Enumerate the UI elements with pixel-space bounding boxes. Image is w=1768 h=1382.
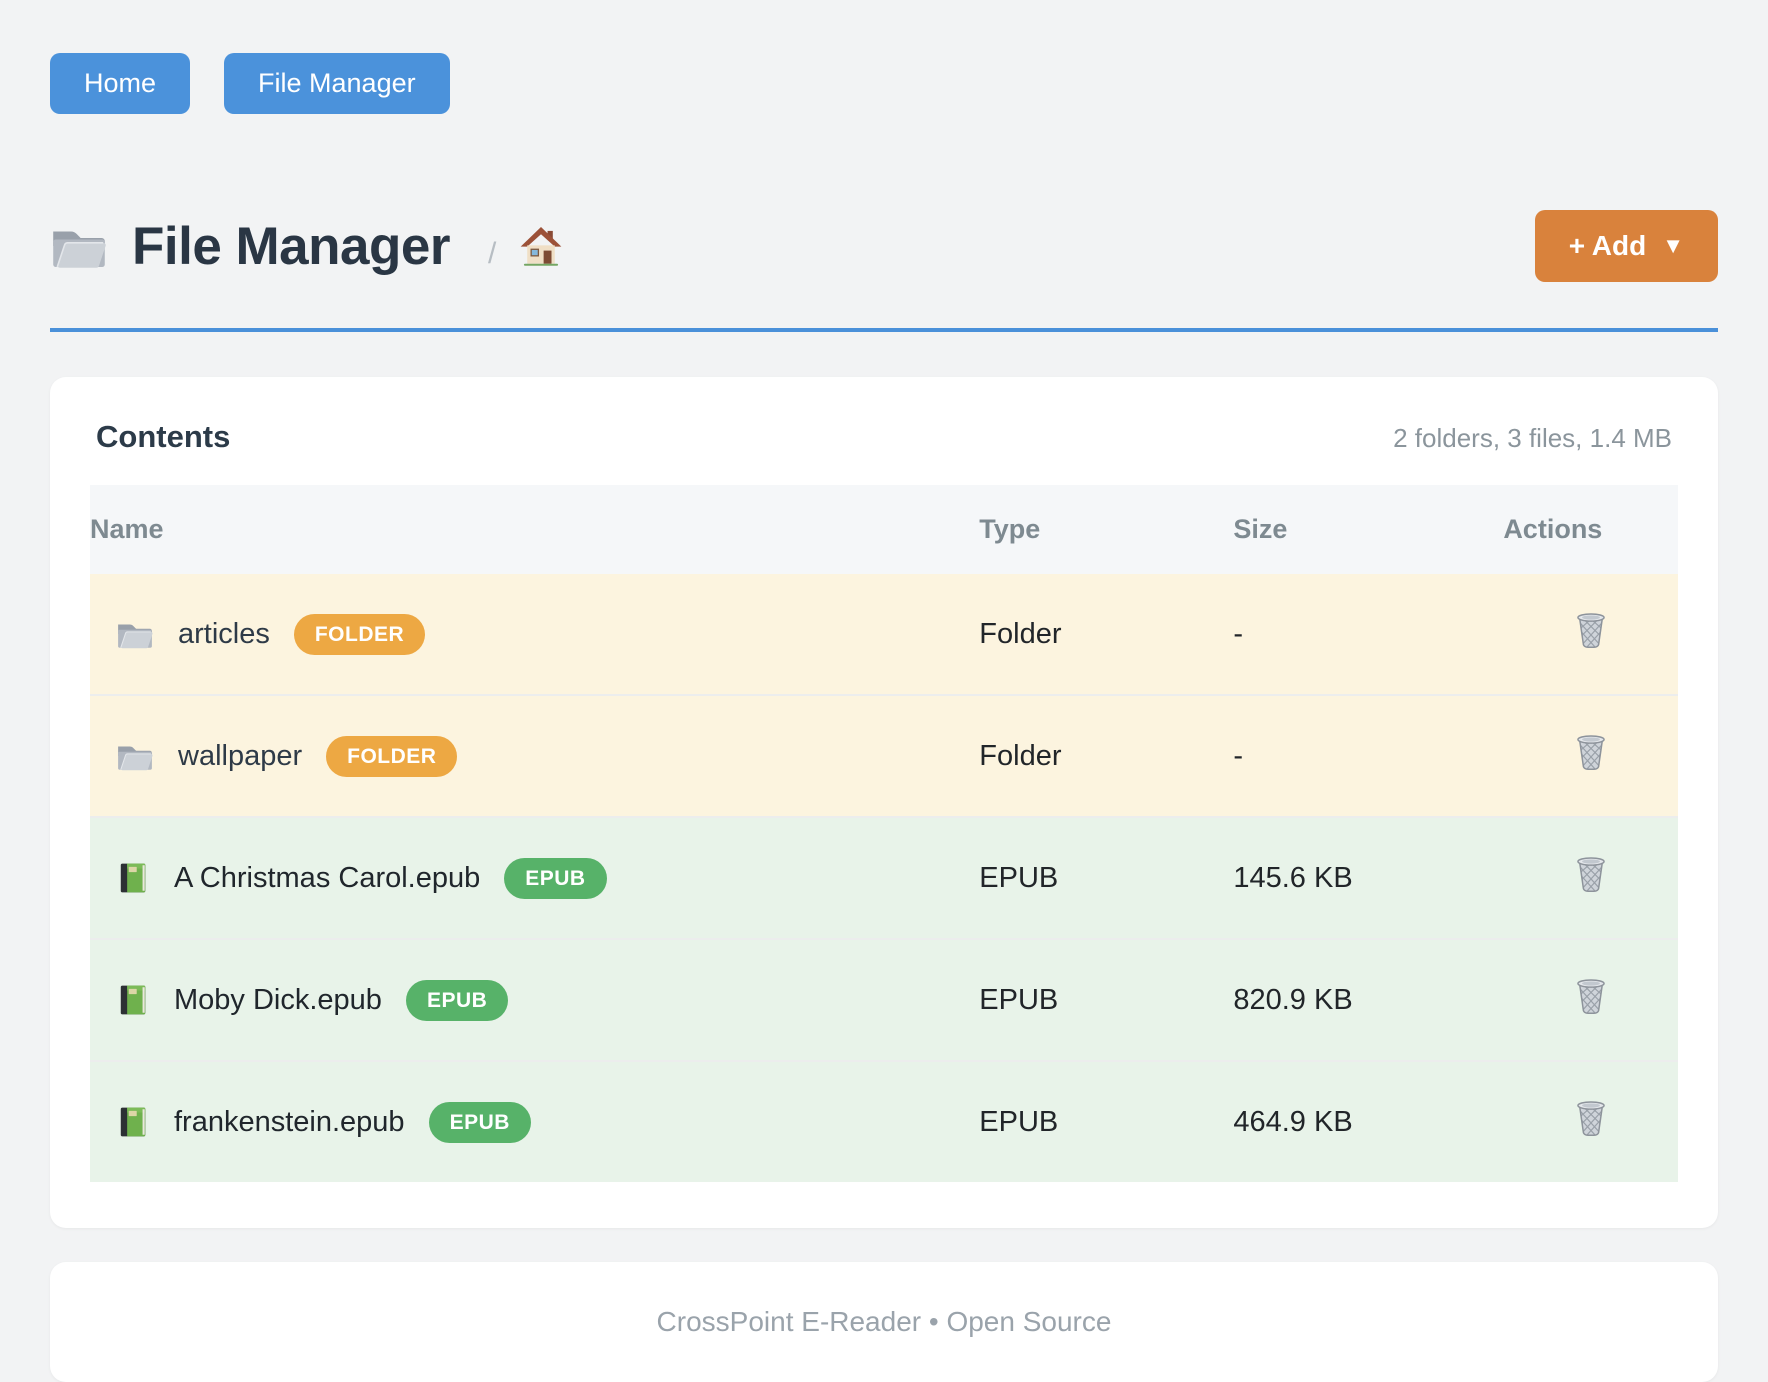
file-table: Name Type Size Actions articles FOLDER F… [90,485,1678,1182]
chevron-down-icon: ▼ [1662,233,1684,258]
delete-button[interactable] [1572,733,1610,771]
wastebasket-icon [1572,759,1610,774]
page-header: File Manager / + Add ▼ [50,210,1718,282]
home-nav-button[interactable]: Home [50,53,191,114]
green-book-icon [116,860,150,896]
folder-badge: FOLDER [326,735,458,777]
column-header-name: Name [90,485,980,574]
contents-title: Contents [96,419,231,454]
table-row-articles[interactable]: articles FOLDER Folder - [90,574,1678,695]
item-type: EPUB [979,816,1234,939]
page-title: File Manager [132,216,450,276]
table-row-frankenstein[interactable]: frankenstein.epub EPUB EPUB 464.9 KB [90,1060,1678,1182]
page-title-group: File Manager / [50,216,563,277]
delete-button[interactable] [1572,611,1610,649]
item-name[interactable]: frankenstein.epub [174,1105,405,1138]
green-book-icon [116,982,150,1018]
item-type: EPUB [979,938,1234,1061]
breadcrumb-separator: / [487,236,497,270]
wastebasket-icon [1572,1003,1610,1018]
item-name[interactable]: Moby Dick.epub [174,983,382,1016]
table-row-wallpaper[interactable]: wallpaper FOLDER Folder - [90,694,1678,817]
delete-button[interactable] [1572,977,1610,1015]
column-header-size: Size [1233,485,1504,574]
folder-badge: FOLDER [293,613,426,655]
contents-summary: 2 folders, 3 files, 1.4 MB [1393,423,1672,453]
item-size: - [1233,694,1504,817]
add-button[interactable]: + Add ▼ [1534,210,1718,282]
folder-icon [116,617,154,651]
item-size: 464.9 KB [1233,1060,1504,1182]
table-header-row: Name Type Size Actions [90,485,1678,574]
green-book-icon [116,1104,150,1140]
add-button-label: + Add [1568,230,1647,261]
footer-text: CrossPoint E-Reader • Open Source [656,1306,1112,1337]
item-type: EPUB [979,1060,1234,1182]
file-manager-nav-button[interactable]: File Manager [224,53,450,114]
footer: CrossPoint E-Reader • Open Source [50,1262,1718,1382]
column-header-type: Type [979,485,1234,574]
home-breadcrumb-icon[interactable] [520,225,563,267]
item-name[interactable]: wallpaper [178,739,303,772]
folder-icon [116,739,154,773]
column-header-actions: Actions [1503,485,1678,574]
item-name[interactable]: A Christmas Carol.epub [174,861,481,894]
delete-button[interactable] [1572,855,1610,893]
wastebasket-icon [1572,881,1610,896]
wastebasket-icon [1572,1125,1610,1140]
open-folder-icon [50,220,108,272]
item-type: Folder [979,574,1234,695]
header-divider [50,328,1718,332]
table-row-moby-dick[interactable]: Moby Dick.epub EPUB EPUB 820.9 KB [90,938,1678,1061]
top-nav: Home File Manager [50,53,1718,114]
epub-badge: EPUB [428,1101,531,1143]
contents-card: Contents 2 folders, 3 files, 1.4 MB Name… [50,377,1718,1228]
delete-button[interactable] [1572,1099,1610,1137]
epub-badge: EPUB [504,857,607,899]
wastebasket-icon [1572,637,1610,652]
item-name[interactable]: articles [178,617,270,650]
item-size: - [1233,574,1504,695]
epub-badge: EPUB [405,979,509,1021]
item-size: 145.6 KB [1233,816,1504,939]
item-type: Folder [979,694,1234,817]
item-size: 820.9 KB [1233,938,1504,1061]
table-row-christmas-carol[interactable]: A Christmas Carol.epub EPUB EPUB 145.6 K… [90,816,1678,939]
contents-card-header: Contents 2 folders, 3 files, 1.4 MB [90,419,1678,455]
